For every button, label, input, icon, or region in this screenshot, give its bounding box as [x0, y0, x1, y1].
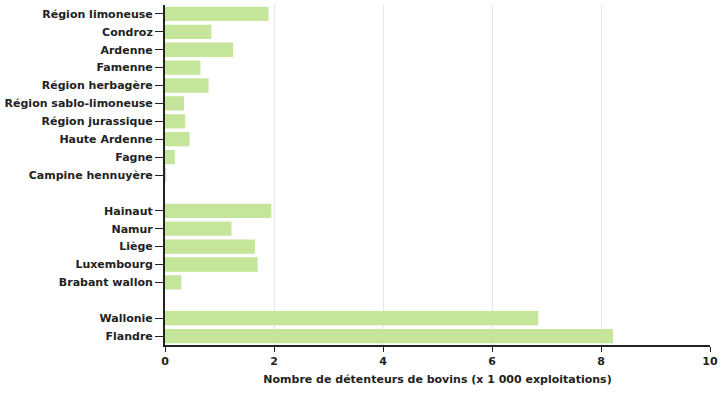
svg-text:Ardenne: Ardenne — [100, 44, 152, 57]
svg-text:Wallonie: Wallonie — [99, 312, 152, 325]
svg-text:Région jurassique: Région jurassique — [42, 115, 153, 128]
svg-text:6: 6 — [488, 355, 496, 368]
svg-text:Région herbagère: Région herbagère — [42, 79, 153, 92]
svg-text:Fagne: Fagne — [115, 151, 152, 164]
svg-text:Brabant wallon: Brabant wallon — [59, 276, 153, 289]
svg-text:Luxembourg: Luxembourg — [75, 258, 152, 271]
svg-text:8: 8 — [597, 355, 605, 368]
svg-text:Liège: Liège — [119, 240, 153, 253]
svg-text:4: 4 — [379, 355, 387, 368]
svg-text:Nombre de détenteurs de bovins: Nombre de détenteurs de bovins (x 1 000 … — [263, 373, 611, 386]
svg-text:Campine hennuyère: Campine hennuyère — [29, 169, 153, 182]
svg-text:Namur: Namur — [111, 223, 153, 236]
svg-text:Hainaut: Hainaut — [104, 205, 153, 218]
svg-text:2: 2 — [270, 355, 278, 368]
svg-text:10: 10 — [702, 355, 718, 368]
svg-text:0: 0 — [161, 355, 169, 368]
svg-text:Région limoneuse: Région limoneuse — [42, 8, 152, 21]
svg-text:Condroz: Condroz — [102, 26, 153, 39]
svg-text:Haute Ardenne: Haute Ardenne — [59, 133, 152, 146]
svg-text:Famenne: Famenne — [96, 61, 152, 74]
svg-text:Région sablo-limoneuse: Région sablo-limoneuse — [5, 97, 153, 110]
svg-text:Flandre: Flandre — [105, 330, 152, 343]
